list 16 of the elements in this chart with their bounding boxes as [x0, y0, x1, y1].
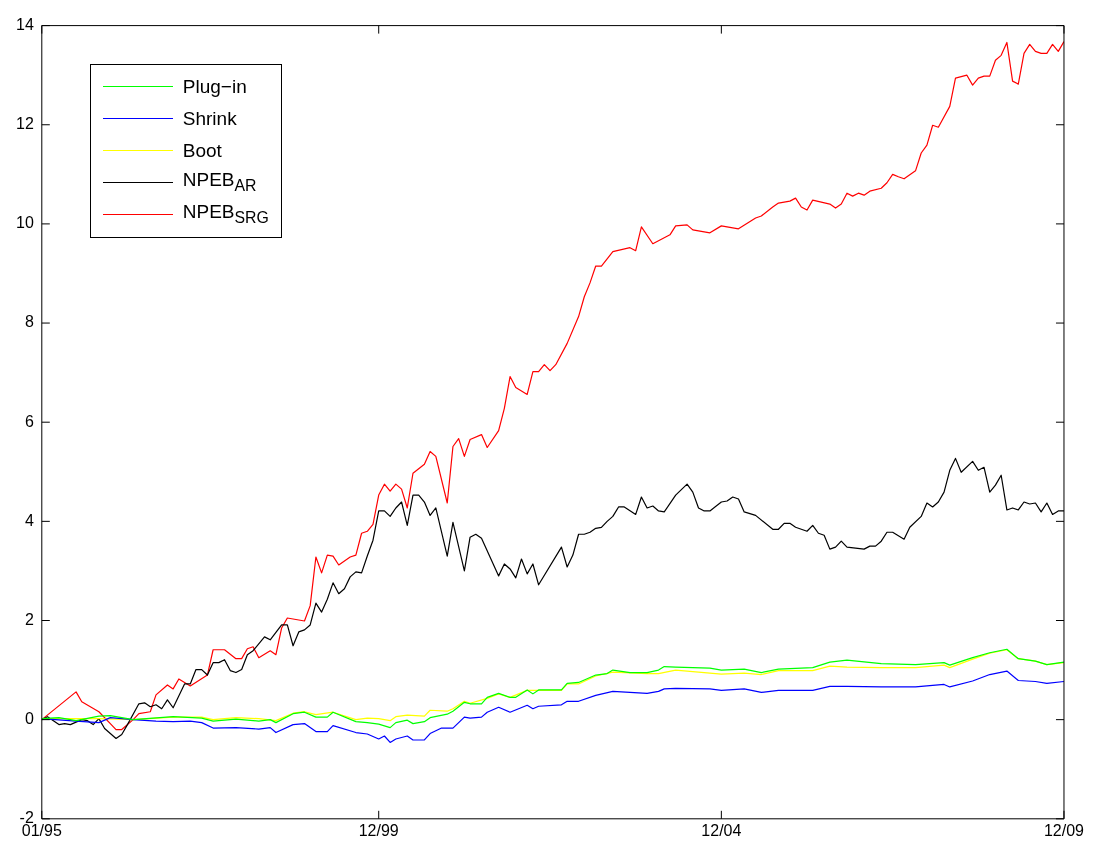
y-tick-label: 10 [16, 214, 34, 232]
x-tick-label: 12/09 [1043, 821, 1085, 839]
legend-label: Plug−in [182, 74, 247, 99]
legend-label: Shrink [182, 106, 237, 131]
x-tick-label: 12/04 [701, 821, 742, 839]
legend-label: NPEB$_{SRG}$ [182, 199, 269, 228]
y-tick-label: 14 [16, 16, 34, 34]
y-tick-label: 0 [24, 710, 34, 728]
y-tick-label: 8 [24, 313, 34, 331]
legend-label: NPEB$_{AR}$ [182, 167, 257, 196]
y-tick-label: 6 [24, 412, 34, 430]
y-tick-label: 2 [24, 610, 34, 628]
x-tick-label: 12/99 [358, 821, 399, 839]
y-tick-label: 12 [16, 115, 34, 133]
y-tick-label: 4 [24, 511, 34, 529]
legend-label: Boot [182, 138, 222, 163]
